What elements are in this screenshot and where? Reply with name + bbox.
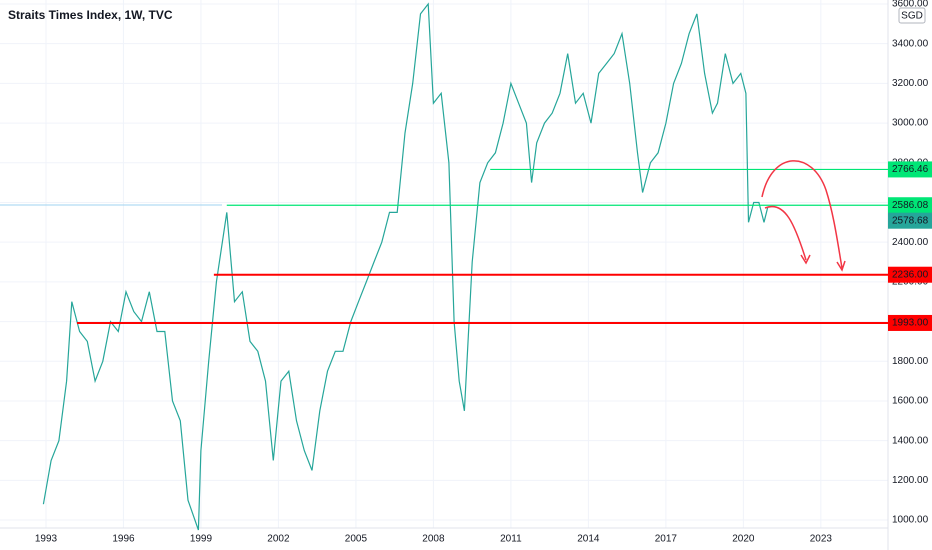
last-price-box [888,212,932,229]
x-tick-label: 1999 [190,534,213,545]
currency-box [898,7,926,24]
last-price-label: 2578.68 [892,215,929,226]
level-label: 2586.08 [892,200,929,211]
y-tick-label: 1400.00 [892,435,929,446]
y-tick-label: 1600.00 [892,396,929,407]
grid [0,0,888,528]
y-tick-label: 2400.00 [892,237,929,248]
level-label: 1993.00 [892,318,929,329]
y-tick-label: 1200.00 [892,475,929,486]
level-label-box [888,161,932,178]
arrow [761,160,843,269]
y-tick-label: 1000.00 [892,515,929,526]
chart-title: Straits Times Index, 1W, TVC [8,8,173,22]
x-tick-label: 2008 [422,534,445,545]
x-tick-label: 2020 [732,534,755,545]
x-tick-label: 1993 [35,534,58,545]
y-tick-label: 3600.00 [892,0,929,10]
x-tick-label: 2014 [577,534,600,545]
marks [42,2,888,531]
y-tick-label: 3000.00 [892,118,929,129]
x-tick-label: 2011 [500,534,522,545]
x-tick-label: 2005 [345,534,368,545]
level-label-box [888,197,932,214]
x-tick-label: 2023 [810,534,833,545]
y-tick-label: 3200.00 [892,78,929,89]
level-label: 2236.00 [892,269,929,280]
y-tick-label: 1800.00 [892,356,929,367]
level-label-box [888,314,932,331]
arrow [764,205,807,261]
level-label: 2766.46 [892,164,929,175]
drawn-arrows [761,160,846,272]
y-tick-label: 3400.00 [892,38,929,49]
level-label-box [888,266,932,283]
arrow-head [836,260,846,272]
x-tick-label: 2017 [655,534,678,545]
price-line [42,2,769,531]
currency-label: SGD [901,11,923,22]
arrow-head [800,254,811,265]
x-tick-label: 1996 [112,534,135,545]
x-tick-label: 2002 [267,534,290,545]
